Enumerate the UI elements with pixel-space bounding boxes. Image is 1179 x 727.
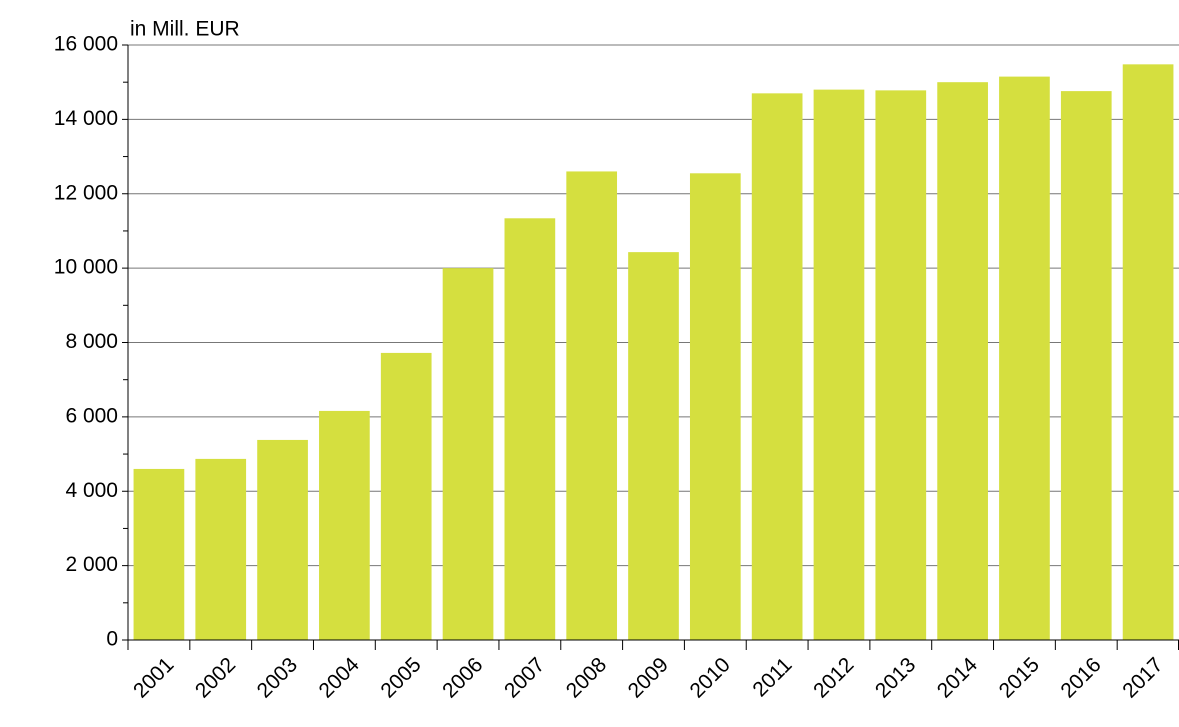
y-tick-label: 16 000 xyxy=(54,33,118,56)
y-unit-label: in Mill. EUR xyxy=(130,18,240,41)
bar xyxy=(875,90,927,640)
y-tick-label: 4 000 xyxy=(65,479,118,502)
y-tick-label: 12 000 xyxy=(54,181,118,204)
bar xyxy=(999,76,1050,640)
bar xyxy=(566,171,618,640)
x-tick-label: 2005 xyxy=(376,653,425,702)
bar xyxy=(257,439,308,640)
y-tick-label: 8 000 xyxy=(65,330,118,353)
x-tick-label: 2015 xyxy=(995,653,1044,702)
bar xyxy=(504,218,556,640)
bar xyxy=(1060,91,1112,641)
y-tick-label: 2 000 xyxy=(65,553,118,576)
x-tick-label: 2001 xyxy=(129,653,178,702)
x-tick-label: 2012 xyxy=(809,653,858,702)
bar xyxy=(319,410,370,640)
bar xyxy=(689,173,741,640)
y-tick-label: 6 000 xyxy=(65,404,118,427)
x-tick-label: 2010 xyxy=(685,653,734,702)
x-tick-label: 2003 xyxy=(253,653,302,702)
x-tick-label: 2002 xyxy=(191,653,240,702)
bar xyxy=(628,252,679,640)
x-tick-label: 2016 xyxy=(1056,653,1105,702)
y-tick-label: 0 xyxy=(106,628,118,651)
y-tick-label: 10 000 xyxy=(54,256,118,279)
bar xyxy=(751,93,803,640)
x-tick-label: 2017 xyxy=(1118,653,1167,702)
x-tick-label: 2007 xyxy=(500,653,549,702)
x-tick-label: 2013 xyxy=(871,653,920,702)
x-tick-label: 2014 xyxy=(933,653,983,703)
bar xyxy=(813,89,865,640)
bar xyxy=(380,352,432,640)
bar xyxy=(937,82,988,640)
x-tick-label: 2006 xyxy=(438,653,487,702)
bar xyxy=(195,458,247,640)
x-tick-label: 2011 xyxy=(748,653,796,701)
x-tick-label: 2008 xyxy=(562,653,611,702)
x-tick-label: 2004 xyxy=(315,653,365,703)
x-tick-label: 2009 xyxy=(624,653,673,702)
y-tick-label: 14 000 xyxy=(54,107,118,130)
bar xyxy=(133,468,185,640)
bar xyxy=(442,268,494,640)
bar xyxy=(1122,64,1174,640)
